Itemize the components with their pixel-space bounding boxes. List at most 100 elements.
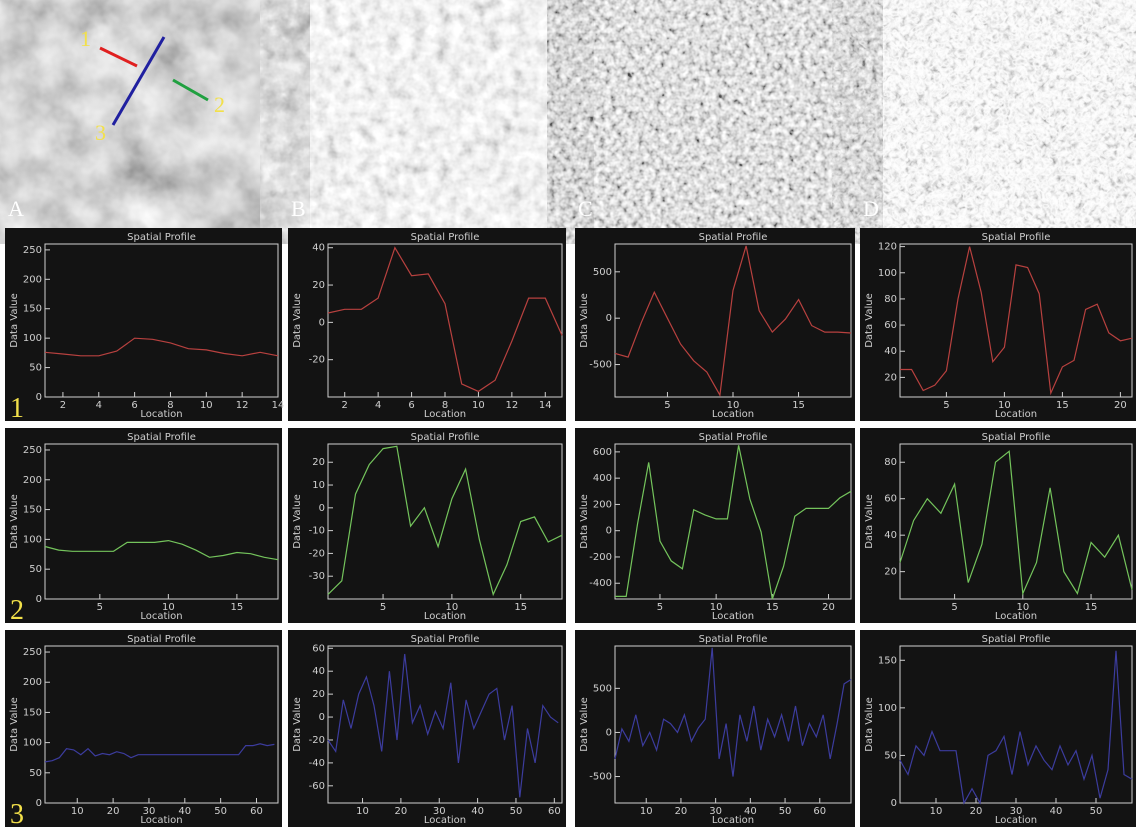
image-label: A [8,196,24,221]
y-tick-label: 500 [593,267,612,278]
x-tick-label: 4 [96,400,102,411]
y-tick-label: 600 [593,447,612,458]
panel-background [5,428,282,623]
y-tick-label: 50 [29,564,42,575]
x-tick-label: 30 [433,806,446,817]
y-tick-label: 0 [606,526,612,537]
x-tick-label: 10 [1016,602,1029,613]
y-tick-label: 0 [891,798,897,809]
y-tick-label: 60 [312,643,325,654]
x-tick-label: 15 [231,602,244,613]
y-tick-label: 400 [593,473,612,484]
x-tick-label: 2 [342,400,348,411]
y-axis-label: Data Value [292,293,303,348]
line-label: 2 [214,92,225,117]
y-tick-label: 250 [23,245,42,256]
y-tick-label: 500 [593,683,612,694]
y-tick-label: 50 [29,363,42,374]
x-tick-label: 10 [472,400,485,411]
panel-background [5,228,282,421]
x-tick-label: 5 [380,602,386,613]
panel-background [860,228,1136,421]
y-tick-label: 0 [606,313,612,324]
y-axis-label: Data Value [579,697,590,752]
x-tick-label: 50 [510,806,523,817]
x-tick-label: 5 [951,602,957,613]
chart-title: Spatial Profile [982,432,1051,443]
y-tick-label: 50 [29,768,42,779]
x-axis-label: Location [140,409,182,420]
y-tick-label: 200 [23,475,42,486]
panel-background [860,428,1136,623]
y-tick-label: -20 [309,355,325,366]
chart-title: Spatial Profile [982,232,1051,243]
chart-title: Spatial Profile [411,432,480,443]
x-tick-label: 2 [60,400,66,411]
x-tick-label: 20 [107,806,120,817]
x-tick-label: 10 [930,806,943,817]
y-tick-label: 100 [23,333,42,344]
chart-title: Spatial Profile [127,232,196,243]
row-label: 1 [10,393,24,424]
image-label: B [291,196,306,221]
line-label: 3 [95,120,106,145]
y-axis-label: Data Value [9,494,20,549]
x-tick-label: 20 [822,602,835,613]
chart-panel: Spatial Profile Location Data Value 0 50 100 1… [5,228,284,421]
y-tick-label: -200 [589,552,612,563]
x-tick-label: 5 [657,602,663,613]
y-tick-label: 150 [23,707,42,718]
y-tick-label: 0 [606,727,612,738]
y-tick-label: 40 [312,243,325,254]
panel-background [575,630,855,827]
image-row: 1 2 3 A B C D [5,3,1136,222]
x-tick-label: 40 [178,806,191,817]
y-tick-label: 100 [23,738,42,749]
y-tick-label: 20 [884,372,897,383]
x-tick-label: 30 [709,806,722,817]
panel-background [288,428,566,623]
x-tick-label: 15 [792,400,805,411]
y-tick-label: 20 [312,689,325,700]
x-tick-label: 14 [272,400,285,411]
line-label: 1 [80,26,91,51]
panel-background [5,630,282,827]
x-tick-label: 10 [710,602,723,613]
x-tick-label: 20 [395,806,408,817]
y-tick-label: 0 [319,712,325,723]
chart-title: Spatial Profile [699,634,768,645]
y-tick-label: 40 [884,346,897,357]
x-tick-label: 30 [143,806,156,817]
x-tick-label: 8 [167,400,173,411]
chart-title: Spatial Profile [411,634,480,645]
x-tick-label: 15 [1085,602,1098,613]
x-tick-label: 6 [408,400,414,411]
y-tick-label: 200 [23,677,42,688]
y-tick-label: -30 [309,571,325,582]
y-tick-label: 80 [884,457,897,468]
y-tick-label: 20 [884,567,897,578]
x-tick-label: 5 [943,400,949,411]
x-tick-label: 10 [162,602,175,613]
y-tick-label: 150 [23,304,42,315]
y-tick-label: 200 [593,499,612,510]
x-tick-label: 40 [744,806,757,817]
y-axis-label: Data Value [9,293,20,348]
panel-background [288,228,566,421]
chart-title: Spatial Profile [699,232,768,243]
y-axis-label: Data Value [292,697,303,752]
x-tick-label: 15 [514,602,527,613]
x-tick-label: 50 [214,806,227,817]
y-axis-label: Data Value [864,494,875,549]
x-tick-label: 5 [664,400,670,411]
y-tick-label: 50 [884,750,897,761]
image-label: C [578,196,593,221]
chart-title: Spatial Profile [982,634,1051,645]
y-tick-label: 0 [36,798,42,809]
image-c [575,3,855,222]
image-b [288,3,566,222]
y-tick-label: 0 [36,392,42,403]
